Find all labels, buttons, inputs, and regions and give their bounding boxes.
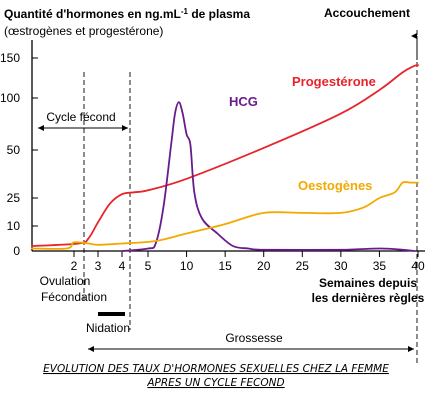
x-tick-label: 15 bbox=[218, 259, 232, 273]
legend-hcg: HCG bbox=[229, 94, 258, 109]
ovulation-label: Ovulation bbox=[40, 274, 91, 288]
chart-subtitle: (œstrogènes et progestérone) bbox=[4, 24, 163, 38]
y-tick-label: 0 bbox=[13, 244, 20, 258]
y-tick-label: 100 bbox=[0, 91, 20, 105]
y-tick-label: 10 bbox=[7, 219, 21, 233]
caption-line2: APRES UN CYCLE FECOND bbox=[146, 377, 284, 389]
cycle-fecond-label: Cycle fécond bbox=[46, 110, 115, 124]
oestogenes-line bbox=[31, 180, 419, 250]
x-tick-label: 35 bbox=[373, 259, 387, 273]
x-axis-label-line2: les dernières règles bbox=[312, 291, 425, 305]
x-axis-label-line1: Semaines depuis bbox=[319, 276, 417, 290]
y-tick-label: 50 bbox=[7, 143, 21, 157]
progesterone-line bbox=[31, 64, 419, 247]
series-layer bbox=[31, 64, 419, 252]
x-tick-label: 30 bbox=[334, 259, 348, 273]
nidation-label: Nidation bbox=[86, 321, 130, 335]
x-tick-label: 25 bbox=[296, 259, 310, 273]
y-tick-label: 150 bbox=[0, 51, 20, 65]
caption-line1: EVOLUTION DES TAUX D'HORMONES SEXUELLES … bbox=[43, 363, 389, 375]
legend-oestogenes: Oestogènes bbox=[298, 178, 372, 193]
x-tick-label: 3 bbox=[95, 259, 102, 273]
x-tick-label: 2 bbox=[71, 259, 78, 273]
x-tick-label: 5 bbox=[145, 259, 152, 273]
x-tick-label: 10 bbox=[180, 259, 194, 273]
x-tick-label: 20 bbox=[257, 259, 271, 273]
y-tick-label: 25 bbox=[7, 191, 21, 205]
x-tick-label: 40 bbox=[411, 259, 425, 273]
grossesse-label: Grossesse bbox=[225, 331, 283, 345]
x-tick-label: 4 bbox=[119, 259, 126, 273]
fecondation-label: Fécondation bbox=[41, 290, 107, 304]
legend-progesterone: Progestérone bbox=[292, 74, 376, 89]
x-ticks: 2 3 4 5 10 15 20 25 30 35 40 bbox=[71, 251, 425, 273]
chart-title: Quantité d'hormones en ng.mL-1 de plasma bbox=[4, 7, 250, 21]
hcg-line bbox=[121, 101, 415, 252]
nidation-bar bbox=[98, 312, 125, 316]
accouchement-label: Accouchement bbox=[324, 6, 410, 20]
y-ticks: 0 10 25 50 100 150 bbox=[0, 51, 38, 258]
